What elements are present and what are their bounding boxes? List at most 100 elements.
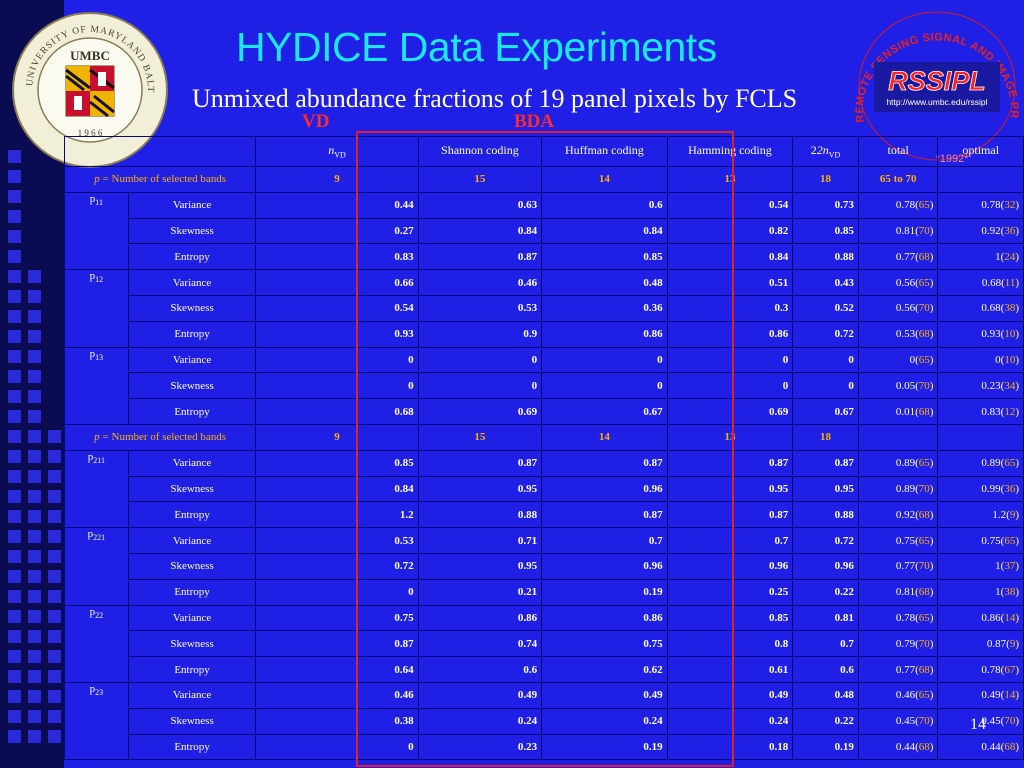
optimal-cell: 0.93(10)	[937, 320, 1024, 348]
rssipl-name: RSSIPL	[888, 66, 986, 96]
total-cell: 0.56(65)	[857, 269, 939, 296]
value-cell: 0.6	[417, 656, 543, 683]
total-cell: 0.89(65)	[857, 449, 939, 477]
value-cell: 0.72	[792, 320, 859, 348]
decor-square	[8, 470, 21, 483]
band-count-cell: 9	[255, 166, 419, 193]
optimal-cell: 0.23(34)	[937, 372, 1024, 400]
total-cell: 0.01(68)	[857, 398, 939, 425]
table-row: Skewness 0.87 0.74 0.75 0.8 0.7 0.79(70) 0.87(9…	[65, 630, 1024, 658]
table-row: p12 Variance 0.66 0.46 0.48 0.51 0.43 0.56(65) 0…	[64, 269, 1024, 348]
criterion-cell: Skewness	[127, 552, 257, 580]
decor-square	[28, 450, 41, 463]
decor-square	[48, 570, 61, 583]
pixel-label: p22	[64, 604, 129, 683]
decor-square	[8, 650, 21, 663]
total-cell: 0.56(70)	[857, 294, 939, 322]
table-row: p211 Variance 0.85 0.87 0.87 0.87 0.87 0.89(65)…	[64, 449, 1024, 529]
optimal-cell: 1(37)	[937, 552, 1024, 580]
value-cell: 0.72	[255, 552, 419, 580]
decor-square	[8, 370, 21, 383]
value-cell: 0.87	[541, 501, 668, 529]
value-cell: 0	[666, 346, 794, 374]
decor-square	[28, 350, 41, 363]
value-cell: 0.87	[666, 449, 794, 477]
optimal-cell: 0.78(32)	[937, 191, 1024, 219]
total-cell: 0.05(70)	[857, 372, 939, 400]
total-cell: 0.53(68)	[857, 320, 939, 348]
value-cell: 0.95	[792, 475, 859, 503]
value-cell: 0.7	[541, 527, 668, 554]
value-cell: 0	[541, 346, 668, 374]
total-cell: 0.77(68)	[857, 656, 939, 683]
optimal-cell: 1(24)	[937, 243, 1024, 271]
table-row: Skewness 0.27 0.84 0.84 0.82 0.85 0.81(70) 0.92…	[65, 217, 1024, 245]
seal-center-text: UMBC	[70, 48, 110, 63]
value-cell: 0	[792, 372, 859, 400]
criterion-cell: Skewness	[127, 475, 257, 503]
value-cell: 0.22	[792, 707, 859, 735]
header-optimal: optimal	[937, 136, 1024, 167]
criterion-cell: Skewness	[127, 294, 257, 322]
decor-square	[28, 570, 41, 583]
decor-square	[28, 330, 41, 343]
table-row: p23 Variance 0.46 0.49 0.49 0.49 0.48 0.46(65) 0…	[64, 681, 1024, 761]
decor-square	[8, 550, 21, 563]
optimal-cell: 0(10)	[937, 346, 1024, 374]
decor-square	[48, 490, 61, 503]
value-cell: 0.87	[255, 630, 419, 658]
value-cell: 0.84	[417, 217, 543, 245]
rssipl-url: http://www.umbc.edu/rssipl	[886, 97, 987, 107]
decor-square	[8, 530, 21, 543]
value-cell: 0.74	[417, 630, 543, 658]
value-cell: 0.95	[417, 475, 543, 503]
value-cell: 0.85	[792, 217, 859, 245]
bands-label: p = Number of selected bands	[63, 166, 257, 193]
band-count-cell: 13	[666, 166, 794, 193]
value-cell: 0.66	[255, 269, 419, 296]
value-cell: 0.95	[417, 552, 543, 580]
total-cell: 0.79(70)	[857, 630, 939, 658]
criterion-cell: Skewness	[127, 372, 257, 400]
optimal-cell: 1(38)	[937, 578, 1024, 606]
decor-square	[48, 590, 61, 603]
bda-highlight-box	[356, 131, 734, 767]
criterion-cell: Entropy	[127, 320, 257, 348]
table-row: Entropy 0.64 0.6 0.62 0.61 0.6 0.77(68) 0.78(67…	[65, 656, 1024, 683]
table-row: p22 Variance 0.75 0.86 0.86 0.85 0.81 0.78(65) 0…	[64, 604, 1024, 683]
pixel-label: p211	[64, 449, 129, 529]
table-row: p221 Variance 0.53 0.71 0.7 0.7 0.72 0.75(65) 0.…	[64, 527, 1024, 606]
decor-square	[8, 730, 21, 743]
value-cell: 0.46	[417, 269, 543, 296]
value-cell: 0.88	[792, 501, 859, 529]
page-number: 14	[970, 716, 986, 733]
decor-square	[28, 370, 41, 383]
decor-square	[28, 710, 41, 723]
decor-square	[8, 610, 21, 623]
value-cell: 0.54	[666, 191, 794, 219]
header-nvd: nVD	[255, 136, 419, 167]
criterion-cell: Entropy	[127, 243, 257, 271]
decor-square	[8, 690, 21, 703]
table-row: Skewness 0 0 0 0 0 0.05(70) 0.23(34)	[65, 372, 1024, 400]
decor-square	[48, 510, 61, 523]
total-cell: 0.44(68)	[857, 733, 939, 761]
optimal-cell: 1.2(9)	[937, 501, 1024, 529]
decor-square	[28, 590, 41, 603]
table-row: Entropy 0 0.21 0.19 0.25 0.22 0.81(68) 1(38)	[65, 578, 1024, 606]
criterion-cell: Variance	[127, 604, 257, 632]
value-cell: 0.19	[541, 733, 668, 761]
table-row: p13 Variance 0 0 0 0 0 0(65) 0(10)	[64, 346, 1024, 425]
value-cell: 0.75	[541, 630, 668, 658]
optimal-cell: 0.75(65)	[937, 527, 1024, 554]
criterion-cell: Entropy	[127, 578, 257, 606]
band-count-cell: 65 to 70	[857, 166, 939, 193]
criterion-cell: Entropy	[127, 501, 257, 529]
table-row: p11 Variance 0.44 0.63 0.6 0.54 0.73 0.78(65) 0.…	[64, 191, 1024, 271]
band-count-cell: 18	[792, 423, 859, 451]
value-cell: 0.87	[541, 449, 668, 477]
value-cell: 0.6	[792, 656, 859, 683]
optimal-cell: 0.68(11)	[937, 269, 1024, 296]
pixel-label: p11	[64, 191, 129, 271]
value-cell: 0.24	[666, 707, 794, 735]
